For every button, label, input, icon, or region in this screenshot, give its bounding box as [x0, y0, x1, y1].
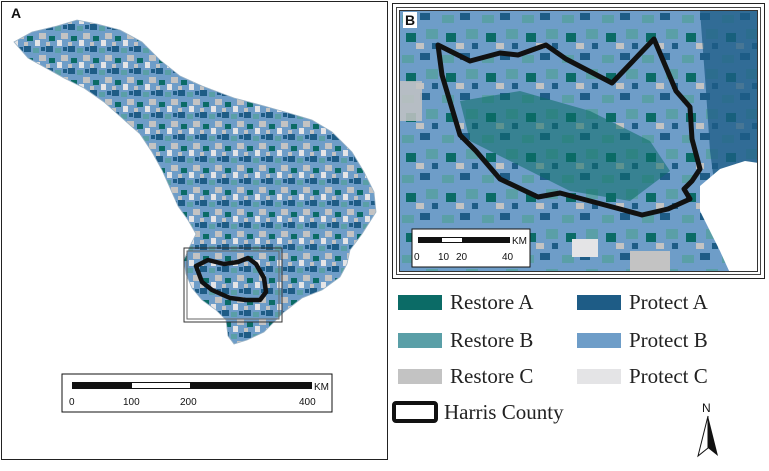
legend-item-protect-c: Protect C [577, 363, 708, 389]
watershed-map: KM 0 100 200 400 [13, 19, 377, 413]
inset-map-frame: KM 0 10 20 40 [399, 10, 758, 272]
legend-swatch [398, 294, 442, 310]
legend-label: Protect C [629, 363, 708, 388]
scale-b-tick: 40 [502, 252, 514, 263]
north-label: N [702, 401, 711, 415]
scale-a-unit: KM [314, 382, 329, 393]
panel-a-label: A [11, 5, 22, 21]
legend-item-protect-a: Protect A [577, 289, 708, 315]
legend-label: Restore A [450, 289, 534, 314]
harris-county-boundary [435, 36, 703, 218]
legend-swatch [398, 332, 442, 348]
scale-a-tick: 0 [69, 397, 75, 408]
legend-item-harris-county: Harris County [392, 399, 564, 425]
scale-b-tick: 10 [438, 252, 450, 263]
legend-swatch [577, 294, 621, 310]
scale-a-tick: 400 [299, 397, 316, 408]
scale-b-unit: KM [512, 236, 527, 247]
legend-swatch [577, 368, 621, 384]
harris-county-outline [193, 255, 269, 303]
panel-a-map: A KM 0 100 200 [1, 1, 388, 460]
legend-swatch [577, 332, 621, 348]
panel-b-label: B [403, 12, 418, 28]
legend-item-restore-c: Restore C [398, 363, 533, 389]
scale-bar-a: KM 0 100 200 400 [61, 373, 333, 413]
legend-label: Protect B [629, 327, 708, 352]
scale-a-tick: 200 [180, 397, 197, 408]
legend-label: Restore C [450, 363, 534, 388]
county-outline-swatch [392, 401, 438, 423]
scale-b-tick: 20 [456, 252, 468, 263]
legend-item-restore-a: Restore A [398, 289, 533, 315]
panel-b-inset-map: KM 0 10 20 40 B [392, 3, 765, 279]
legend-label: Restore B [450, 327, 534, 352]
scale-b-tick: 0 [414, 252, 420, 263]
watershed-region [13, 19, 377, 345]
legend-label: Harris County [444, 399, 564, 424]
scale-bar-b: KM 0 10 20 40 [411, 228, 531, 268]
north-arrow-icon: N [697, 401, 718, 458]
bay-water [700, 161, 757, 271]
inset-extent-frame [183, 247, 283, 323]
legend-swatch [398, 368, 442, 384]
inset-map: KM 0 10 20 40 [400, 11, 757, 271]
legend-item-restore-b: Restore B [398, 327, 533, 353]
scale-a-tick: 100 [123, 397, 140, 408]
legend-label: Protect A [629, 289, 708, 314]
legend-item-protect-b: Protect B [577, 327, 708, 353]
